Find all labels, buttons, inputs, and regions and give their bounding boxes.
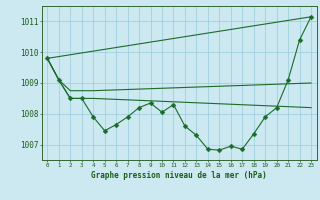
X-axis label: Graphe pression niveau de la mer (hPa): Graphe pression niveau de la mer (hPa) <box>91 171 267 180</box>
